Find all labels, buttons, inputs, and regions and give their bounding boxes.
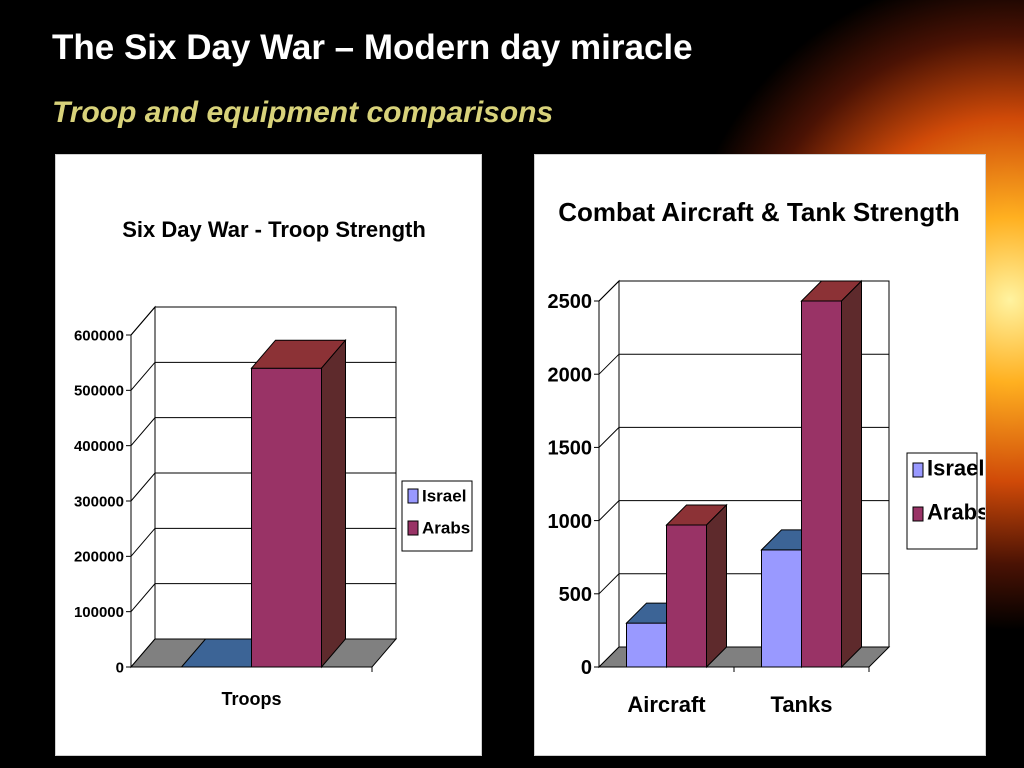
gridline bbox=[598, 280, 889, 302]
category-label: Troops bbox=[221, 689, 281, 709]
chart-title: Combat Aircraft & Tank Strength bbox=[558, 197, 960, 227]
bar-front-israel-aircraft bbox=[626, 622, 667, 668]
legend-label-arabs: Arabs bbox=[927, 500, 985, 525]
gridline bbox=[130, 306, 396, 336]
y-tick-label: 2000 bbox=[548, 364, 593, 386]
y-tick-label: 1500 bbox=[548, 438, 593, 460]
legend-swatch-israel bbox=[912, 462, 924, 478]
legend-label-israel: Israel bbox=[422, 487, 466, 506]
category-label: Tanks bbox=[771, 692, 833, 717]
troop-strength-chart-panel: Six Day War - Troop Strength 0 100000 20000… bbox=[55, 154, 482, 756]
chart-title: Six Day War - Troop Strength bbox=[122, 217, 426, 242]
legend-swatch-israel bbox=[407, 488, 419, 504]
slide-title: The Six Day War – Modern day miracle bbox=[52, 28, 693, 67]
y-tick-label: 100000 bbox=[74, 604, 124, 621]
bar-front-israel-tanks bbox=[761, 549, 802, 668]
troop-strength-chart: Six Day War - Troop Strength 0 100000 20000… bbox=[74, 217, 473, 709]
y-tick-label: 0 bbox=[581, 657, 592, 679]
y-tick-label: 300000 bbox=[74, 493, 124, 510]
bar-side-arabs-aircraft bbox=[706, 503, 727, 669]
aircraft-tank-chart: Combat Aircraft & Tank Strength 0 500 1000 1… bbox=[548, 197, 986, 717]
legend-swatch-arabs bbox=[407, 520, 419, 536]
gridline bbox=[598, 426, 889, 448]
bar-side-arabs-tanks bbox=[841, 279, 862, 669]
y-tick-label: 1000 bbox=[548, 511, 593, 533]
category-label: Aircraft bbox=[627, 692, 706, 717]
y-tick-label: 500000 bbox=[74, 383, 124, 400]
gridline bbox=[598, 353, 889, 375]
gridline bbox=[598, 500, 889, 521]
y-tick-label: 500 bbox=[559, 584, 592, 606]
bar-front-arabs-tanks bbox=[801, 300, 842, 668]
slide-subtitle: Troop and equipment comparisons bbox=[52, 96, 554, 129]
bar-front-arabs-aircraft bbox=[666, 524, 707, 668]
y-tick-label: 200000 bbox=[74, 549, 124, 566]
y-tick-label: 400000 bbox=[74, 438, 124, 455]
y-tick-label: 2500 bbox=[548, 291, 593, 313]
y-tick-label: 0 bbox=[116, 659, 124, 676]
bar-front-arabs-troops bbox=[251, 367, 322, 668]
bar-side-arabs-troops bbox=[321, 338, 346, 669]
y-tick-label: 600000 bbox=[74, 327, 124, 344]
legend-label-israel: Israel bbox=[927, 456, 985, 481]
legend-swatch-arabs bbox=[912, 506, 924, 522]
aircraft-tank-chart-panel: Combat Aircraft & Tank Strength 0 500 1000 1… bbox=[534, 154, 986, 756]
side-wall bbox=[598, 279, 620, 669]
legend-label-arabs: Arabs bbox=[422, 519, 470, 538]
